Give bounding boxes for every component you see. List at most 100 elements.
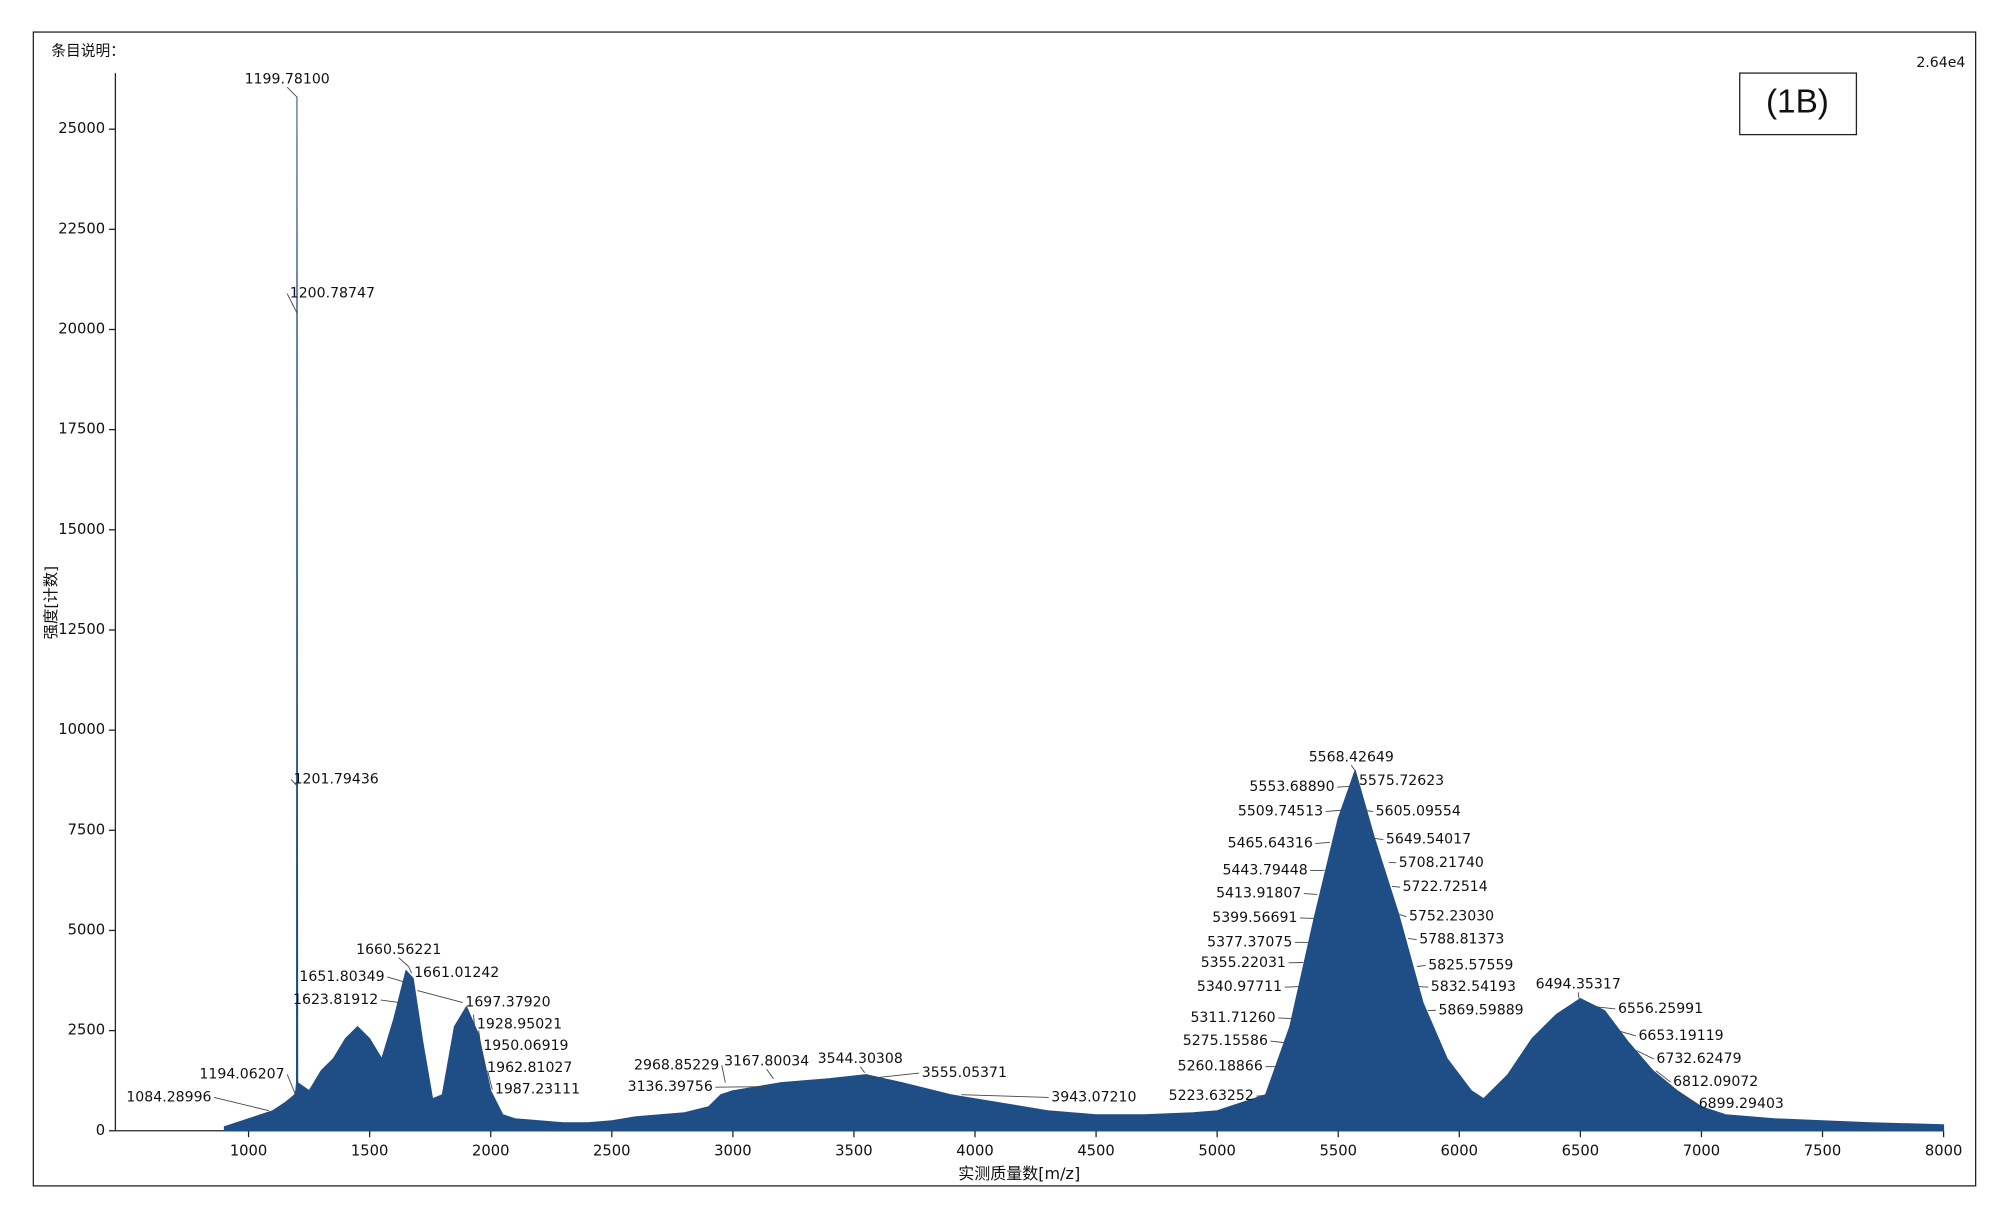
peak-leader <box>1325 809 1341 812</box>
peak-label: 5708.21740 <box>1399 855 1484 871</box>
x-tick-label: 7500 <box>1804 1142 1842 1159</box>
x-tick-label: 6500 <box>1562 1142 1600 1159</box>
peak-leader <box>1374 837 1384 841</box>
y-max-label: 2.64e4 <box>1916 55 1965 71</box>
y-tick-label: 10000 <box>58 721 105 738</box>
peak-leader <box>1256 1094 1272 1097</box>
peak-label: 5399.56691 <box>1212 910 1297 926</box>
peak-label: 1697.37920 <box>465 995 550 1011</box>
peak-leader <box>721 1065 726 1083</box>
peak-leader <box>380 999 400 1004</box>
peak-leader <box>290 779 298 787</box>
peak-leader <box>1593 1006 1616 1010</box>
peak-label: 5722.72514 <box>1403 879 1488 895</box>
peak-label: 1199.78100 <box>245 71 330 87</box>
peak-label: 5788.81373 <box>1419 932 1504 948</box>
peak-label: 5443.79448 <box>1223 863 1308 879</box>
x-tick-label: 4500 <box>1077 1142 1115 1159</box>
peak-leader <box>1350 765 1356 771</box>
peak-leader <box>1303 893 1318 895</box>
peak-label: 5869.59889 <box>1438 1002 1523 1018</box>
x-tick-label: 6000 <box>1441 1142 1479 1159</box>
peak-leader <box>867 1072 920 1080</box>
x-tick-label: 3500 <box>835 1142 873 1159</box>
peak-leader <box>408 966 412 974</box>
peak-label: 6653.19119 <box>1638 1028 1723 1044</box>
peak-label: 1651.80349 <box>299 969 384 985</box>
peak-leader <box>1617 1030 1637 1037</box>
peak-leader <box>1399 913 1407 918</box>
y-axis-label: 强度[计数] <box>42 566 60 640</box>
peak-leader <box>213 1096 270 1112</box>
y-tick-label: 5000 <box>68 921 106 938</box>
y-tick-label: 25000 <box>58 120 105 137</box>
peak-label: 5311.71260 <box>1190 1010 1275 1026</box>
peak-leader <box>387 976 407 983</box>
peak-label: 5413.91807 <box>1216 886 1301 902</box>
y-tick-label: 12500 <box>58 621 105 638</box>
peak-leader <box>286 293 298 314</box>
x-tick-label: 8000 <box>1925 1142 1963 1159</box>
peak-label: 1950.06919 <box>483 1038 568 1054</box>
peak-label: 3167.80034 <box>724 1054 809 1070</box>
peak-leader <box>961 1094 1049 1098</box>
peak-label: 5509.74513 <box>1238 804 1323 820</box>
peak-leader <box>1418 986 1429 988</box>
peak-label: 6732.62479 <box>1656 1051 1741 1067</box>
x-tick-label: 3000 <box>714 1142 752 1159</box>
y-tick-label: 20000 <box>58 320 105 337</box>
peak-leader <box>1392 885 1401 888</box>
peak-leader <box>1577 992 1580 999</box>
peak-label: 6899.29403 <box>1699 1096 1784 1112</box>
frame <box>32 31 1977 1187</box>
peak-label: 5605.09554 <box>1376 804 1461 820</box>
peak-label: 5553.68890 <box>1249 779 1334 795</box>
peak-leader <box>766 1068 774 1079</box>
peak-leader <box>1636 1050 1655 1060</box>
x-tick-label: 7000 <box>1683 1142 1721 1159</box>
peak-leader <box>286 1074 296 1095</box>
x-axis-label: 实测质量数[m/z] <box>958 1164 1080 1183</box>
peak-leader <box>1676 1090 1697 1105</box>
y-tick-label: 15000 <box>58 521 105 538</box>
peak-label: 3555.05371 <box>922 1065 1007 1081</box>
peak-label: 5825.57559 <box>1428 957 1513 973</box>
y-tick-label: 7500 <box>68 821 106 838</box>
peak-leader <box>481 1050 486 1069</box>
peak-leader <box>487 1070 493 1090</box>
panel-box <box>1739 72 1858 136</box>
peak-leader <box>1363 809 1374 812</box>
peak-label: 5223.63252 <box>1169 1088 1254 1104</box>
x-tick-label: 4000 <box>956 1142 994 1159</box>
peak-leader <box>478 1030 482 1047</box>
peak-label: 1200.78747 <box>290 286 375 302</box>
peak-leader <box>859 1066 866 1073</box>
peak-label: 1661.01242 <box>414 965 499 981</box>
y-tick-label: 2500 <box>68 1022 106 1039</box>
peak-leader <box>1284 986 1300 988</box>
peak-leader <box>417 990 463 1003</box>
peak-label: 5649.54017 <box>1386 832 1471 848</box>
y-tick-label: 17500 <box>58 421 105 438</box>
peak-label: 5260.18866 <box>1178 1059 1263 1075</box>
peak-label: 2968.85229 <box>634 1057 719 1073</box>
peak-leader <box>1270 1040 1284 1044</box>
peak-label: 1084.28996 <box>126 1089 211 1105</box>
peak-leader <box>1315 841 1330 845</box>
peak-leader <box>1408 938 1417 941</box>
panel-label: (1B) <box>1766 84 1829 121</box>
x-tick-label: 5500 <box>1319 1142 1357 1159</box>
peak-label: 5340.97711 <box>1197 979 1282 995</box>
peak-label: 5465.64316 <box>1228 836 1313 852</box>
peak-leader <box>1337 785 1352 788</box>
peak-label: 3136.39756 <box>628 1079 713 1095</box>
peak-label: 1623.81912 <box>293 992 378 1008</box>
x-tick-label: 2000 <box>472 1142 510 1159</box>
peak-label: 5275.15586 <box>1183 1033 1268 1049</box>
spectrum <box>223 96 1945 1132</box>
peak-label: 1987.23111 <box>495 1082 580 1098</box>
y-tick-label: 22500 <box>58 220 105 237</box>
peak-label: 5355.22031 <box>1201 955 1286 971</box>
